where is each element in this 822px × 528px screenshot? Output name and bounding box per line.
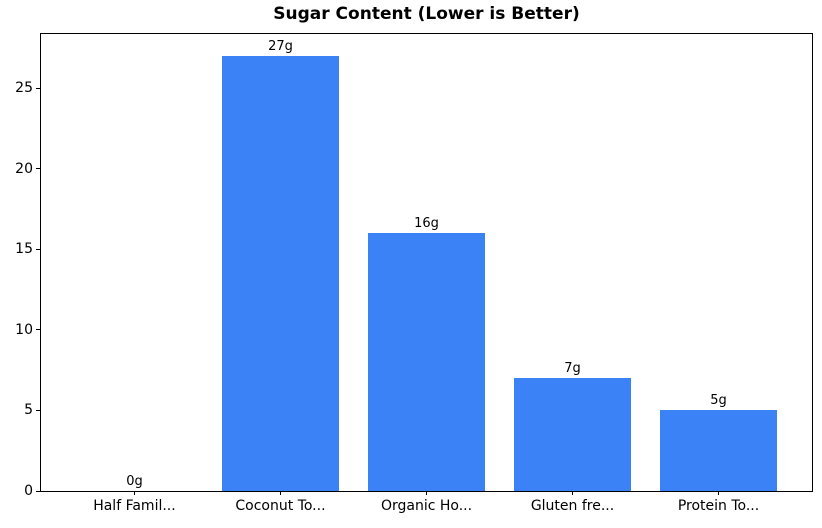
y-axis-tick-label: 25	[15, 80, 33, 97]
bar-value-label: 0g	[126, 474, 143, 489]
y-axis-tick-label: 10	[15, 321, 33, 338]
y-axis-tick	[36, 490, 40, 492]
bar-value-label: 7g	[564, 361, 581, 377]
x-axis-tick-label: Coconut To...	[235, 498, 326, 514]
bar	[514, 378, 631, 491]
x-axis-tick-label: Protein To...	[677, 498, 760, 514]
x-axis-tick-label: Half Famil...	[93, 498, 176, 514]
y-axis-tick	[36, 329, 40, 331]
x-axis-tick	[279, 491, 281, 495]
plot-area: 0 5 10 15 20 25 0g Half Famil... 27g Coconut To..…	[15, 33, 813, 514]
chart-title: Sugar Content (Lower is Better)	[273, 4, 580, 24]
x-axis-tick	[133, 491, 135, 495]
x-axis-tick-label: Gluten fre...	[530, 498, 615, 514]
bar-value-label: 27g	[268, 38, 293, 54]
bar-value-label: 5g	[710, 393, 727, 409]
y-axis-tick	[36, 87, 40, 89]
y-axis-tick-label: 0	[24, 483, 33, 499]
x-axis-tick	[572, 491, 574, 495]
bar-value-label: 16g	[414, 216, 439, 232]
y-axis-tick-label: 5	[24, 402, 33, 419]
bar	[222, 55, 339, 491]
bar	[660, 410, 777, 491]
y-axis-tick-label: 15	[15, 241, 33, 258]
bar	[368, 233, 485, 491]
x-axis-tick	[718, 491, 720, 495]
x-axis-tick	[426, 491, 427, 495]
y-axis-tick	[36, 248, 40, 250]
y-axis-tick	[36, 409, 40, 411]
y-axis-tick-label: 20	[15, 160, 33, 177]
y-axis-tick	[36, 168, 40, 170]
x-axis-tick-label: Organic Ho...	[380, 498, 473, 514]
